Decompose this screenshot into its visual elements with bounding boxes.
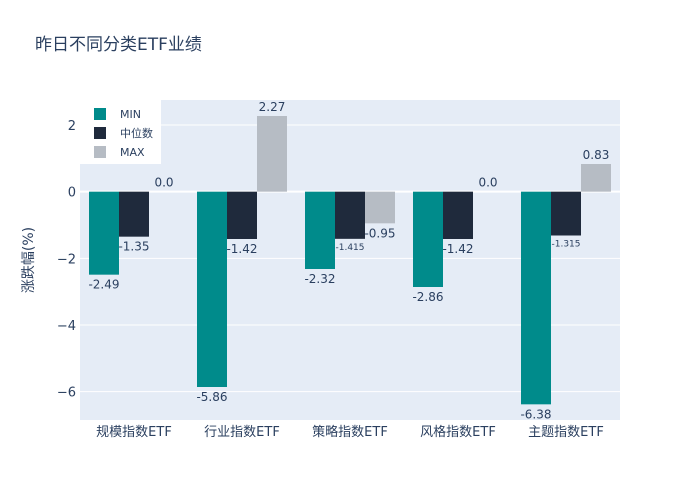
bar[interactable] bbox=[581, 164, 611, 192]
legend-label: MIN bbox=[120, 108, 141, 121]
data-label: -1.315 bbox=[551, 240, 580, 250]
legend-label: MAX bbox=[120, 146, 145, 159]
y-tick-labels: 2 0 −2 −4 −6 bbox=[57, 119, 76, 401]
bar[interactable] bbox=[119, 191, 149, 237]
y-tick-label: −4 bbox=[57, 319, 76, 334]
bars-group bbox=[89, 116, 611, 405]
chart-title: 昨日不同分类ETF业绩 bbox=[35, 35, 202, 55]
bar[interactable] bbox=[365, 191, 395, 224]
data-label: -1.35 bbox=[118, 240, 149, 254]
x-tick-label: 策略指数ETF bbox=[312, 424, 388, 440]
bar[interactable] bbox=[521, 191, 551, 405]
data-label: 0.0 bbox=[154, 176, 173, 190]
x-tick-label: 规模指数ETF bbox=[96, 425, 172, 440]
y-tick-label: −2 bbox=[57, 252, 76, 267]
data-label: -2.49 bbox=[88, 278, 119, 292]
legend-label: 中位数 bbox=[120, 126, 153, 140]
x-tick-label: 主题指数ETF bbox=[528, 425, 604, 440]
data-label: 2.27 bbox=[259, 100, 286, 114]
legend[interactable]: MIN 中位数 MAX bbox=[80, 100, 161, 164]
data-labels-group: -2.49 -1.35 0.0 -5.86 -1.42 2.27 -2.32 -1.415-0… bbox=[88, 100, 609, 421]
bar[interactable] bbox=[257, 116, 287, 192]
x-tick-label: 行业指数ETF bbox=[204, 425, 280, 440]
data-label: -1.415 bbox=[335, 243, 364, 253]
data-label: -6.38 bbox=[520, 407, 551, 421]
x-tick-label: 风格指数ETF bbox=[420, 424, 496, 440]
legend-swatch bbox=[94, 146, 106, 158]
bar[interactable] bbox=[335, 191, 365, 239]
y-tick-label: −6 bbox=[57, 386, 76, 401]
bar[interactable] bbox=[551, 191, 581, 236]
bar[interactable] bbox=[413, 191, 443, 287]
y-tick-label: 0 bbox=[68, 186, 76, 201]
bar[interactable] bbox=[443, 191, 473, 239]
data-label: -2.32 bbox=[304, 272, 335, 286]
data-label: -0.95 bbox=[364, 226, 395, 240]
bar[interactable] bbox=[89, 191, 119, 275]
legend-swatch bbox=[94, 108, 106, 120]
data-label: -2.86 bbox=[412, 290, 443, 304]
bar[interactable] bbox=[305, 191, 335, 269]
data-label: -1.42 bbox=[442, 242, 473, 256]
bar[interactable] bbox=[227, 191, 257, 239]
x-tick-labels: 规模指数ETF 行业指数ETF 策略指数ETF 风格指数ETF 主题指数ETF bbox=[96, 424, 604, 440]
data-label: -1.42 bbox=[226, 242, 257, 256]
y-axis-title: 涨跌幅(%) bbox=[21, 227, 37, 293]
data-label: 0.0 bbox=[478, 176, 497, 190]
legend-background bbox=[80, 100, 161, 164]
data-label: 0.83 bbox=[583, 148, 610, 162]
y-tick-label: 2 bbox=[68, 119, 76, 134]
data-label: -5.86 bbox=[196, 390, 227, 404]
bar[interactable] bbox=[197, 191, 227, 387]
legend-swatch bbox=[94, 127, 106, 139]
